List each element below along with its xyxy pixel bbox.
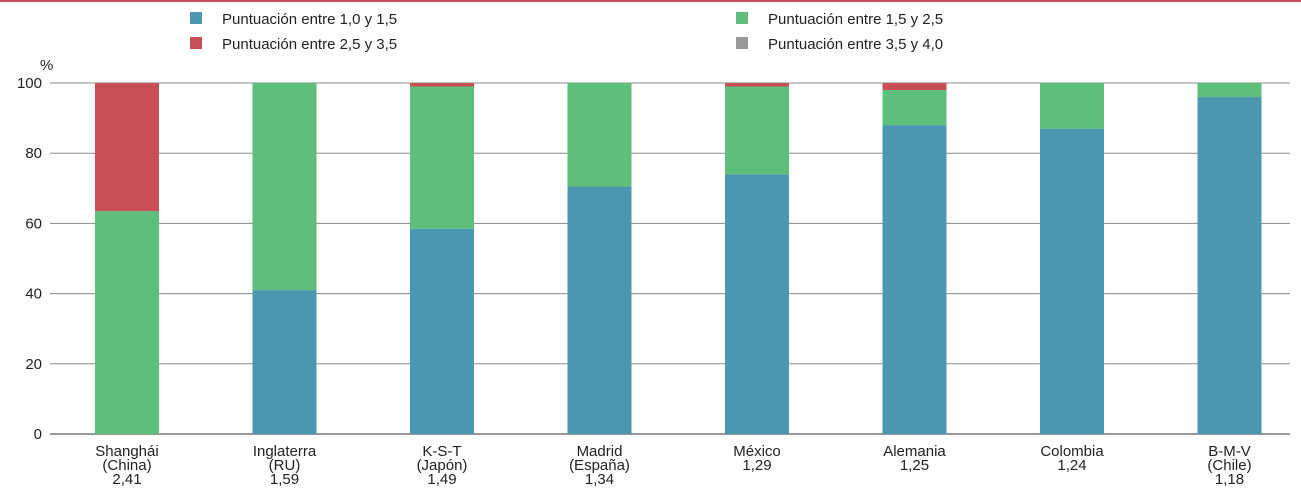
category-label: Shanghái xyxy=(95,443,158,460)
category-label: Colombia xyxy=(1040,443,1104,460)
category-label: 1,25 xyxy=(900,457,929,474)
bar-segment xyxy=(1197,97,1262,434)
category-label: B-M-V xyxy=(1208,443,1251,460)
legend-swatch xyxy=(736,12,748,24)
bar-segment xyxy=(95,211,159,434)
y-tick-label: 80 xyxy=(25,145,42,162)
bar-segment xyxy=(1197,83,1262,98)
y-tick-label: 100 xyxy=(17,75,42,92)
category-label: (RU) xyxy=(269,457,301,474)
bar-segment xyxy=(725,174,789,434)
legend-label: Puntuación entre 1,0 y 1,5 xyxy=(222,11,397,28)
category-label: Madrid xyxy=(577,443,623,460)
bar-segment xyxy=(410,83,474,87)
bar-segment xyxy=(410,86,474,229)
y-tick-label: 0 xyxy=(34,426,42,443)
bar-segment xyxy=(882,90,947,126)
category-label: 1,24 xyxy=(1057,457,1086,474)
category-label: 1,34 xyxy=(585,471,614,488)
category-label: Inglaterra xyxy=(253,443,317,460)
category-label: 1,18 xyxy=(1215,471,1244,488)
category-label: (China) xyxy=(102,457,151,474)
top-rule xyxy=(0,0,1301,2)
category-label: (Chile) xyxy=(1207,457,1251,474)
category-label: 1,59 xyxy=(270,471,299,488)
bar-segment xyxy=(882,83,947,91)
y-tick-label: 40 xyxy=(25,286,42,303)
bar-segment xyxy=(567,83,632,187)
bar-segment xyxy=(252,290,317,434)
bar-segment xyxy=(882,125,947,435)
category-label: 2,41 xyxy=(112,471,141,488)
y-tick-label: 60 xyxy=(25,215,42,232)
bar-segment xyxy=(410,228,474,434)
bar-segment xyxy=(1040,83,1104,129)
category-label: (España) xyxy=(569,457,630,474)
category-label: (Japón) xyxy=(417,457,468,474)
bar-segment xyxy=(567,186,632,434)
category-label: K-S-T xyxy=(422,443,461,460)
category-label: Alemania xyxy=(883,443,946,460)
legend-swatch xyxy=(190,37,202,49)
category-label: México xyxy=(733,443,781,460)
legend-label: Puntuación entre 1,5 y 2,5 xyxy=(768,11,943,28)
category-label: 1,29 xyxy=(742,457,771,474)
legend-swatch xyxy=(736,37,748,49)
bar-segment xyxy=(1040,128,1104,434)
bar-segment xyxy=(725,86,789,175)
y-axis-label: % xyxy=(40,57,53,74)
bar-segment xyxy=(95,83,159,212)
legend-label: Puntuación entre 2,5 y 3,5 xyxy=(222,36,397,53)
y-tick-label: 20 xyxy=(25,356,42,373)
category-label: 1,49 xyxy=(427,471,456,488)
legend-swatch xyxy=(190,12,202,24)
legend-label: Puntuación entre 3,5 y 4,0 xyxy=(768,36,943,53)
bar-segment xyxy=(252,83,317,291)
bar-segment xyxy=(725,83,789,87)
